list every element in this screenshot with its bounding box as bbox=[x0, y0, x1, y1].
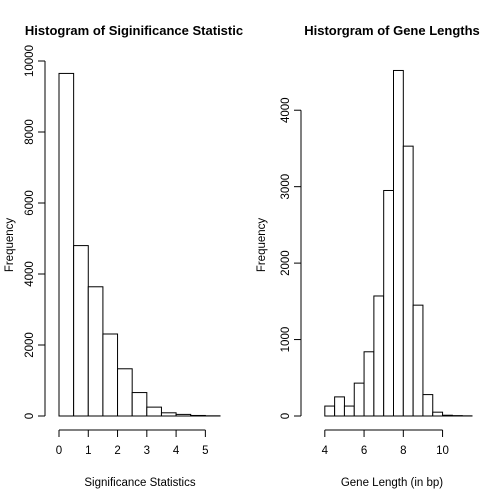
histogram-bar bbox=[146, 406, 162, 417]
y-tick-label: 4000 bbox=[280, 97, 292, 123]
x-tick-label: 3 bbox=[144, 445, 150, 457]
x-tick-label: 1 bbox=[85, 445, 91, 457]
x-tick-label: 4 bbox=[173, 445, 180, 457]
bars bbox=[324, 69, 473, 417]
y-tick-label: 0 bbox=[24, 413, 36, 419]
y-tick-label: 8000 bbox=[24, 119, 36, 145]
histogram-bar bbox=[175, 413, 192, 417]
y-tick-label: 0 bbox=[280, 413, 292, 419]
histogram-bar bbox=[190, 414, 206, 417]
histogram-bar bbox=[432, 411, 444, 417]
histogram-bar bbox=[87, 286, 104, 417]
x-axis: 4 6 8 10 bbox=[322, 429, 449, 457]
histogram-bar bbox=[58, 72, 75, 417]
histogram-bar bbox=[412, 304, 424, 417]
histogram-bar bbox=[117, 368, 133, 417]
y-axis: 0 1000 2000 3000 4000 bbox=[280, 97, 302, 419]
histogram-bar bbox=[102, 333, 119, 417]
histogram-bar bbox=[343, 405, 355, 417]
histogram-bar bbox=[160, 412, 177, 417]
x-tick-label: 6 bbox=[361, 445, 367, 457]
histogram-bar bbox=[324, 405, 336, 417]
y-tick-label: 10000 bbox=[24, 45, 36, 77]
histogram-bar bbox=[422, 394, 434, 417]
y-axis: 0 2000 4000 6000 8000 10000 bbox=[24, 45, 46, 419]
x-axis-label: Significance Statistics bbox=[84, 477, 195, 489]
x-tick-label: 5 bbox=[202, 445, 208, 457]
x-tick-label: 8 bbox=[400, 445, 406, 457]
bars bbox=[58, 72, 221, 417]
x-tick-label: 0 bbox=[56, 445, 62, 457]
histogram-bar bbox=[373, 295, 385, 417]
x-tick-label: 2 bbox=[114, 445, 120, 457]
x-axis: 0 1 2 3 4 5 bbox=[56, 429, 209, 457]
y-tick-label: 6000 bbox=[24, 190, 36, 216]
histogram-bar bbox=[442, 414, 453, 417]
histogram-bar bbox=[402, 145, 414, 417]
x-tick-label: 10 bbox=[436, 445, 449, 457]
x-tick-label: 4 bbox=[322, 445, 329, 457]
histogram-bar bbox=[334, 396, 345, 417]
x-axis-label: Gene Length (in bp) bbox=[341, 477, 443, 489]
panel-gene-length-histogram: Historgram of Gene Lengths Gene Length (… bbox=[256, 23, 480, 489]
histogram-bar bbox=[73, 245, 89, 417]
y-axis-label: Frequency bbox=[4, 218, 16, 273]
y-tick-label: 2000 bbox=[280, 250, 292, 276]
y-tick-label: 3000 bbox=[280, 174, 292, 200]
chart-title: Histogram of Siginificance Statistic bbox=[25, 23, 243, 38]
histogram-bar bbox=[393, 69, 404, 417]
panel-significance-histogram: Histogram of Siginificance Statistic Sig… bbox=[4, 23, 243, 489]
histogram-bar bbox=[363, 351, 375, 417]
y-tick-label: 2000 bbox=[24, 332, 36, 358]
histogram-bar bbox=[353, 382, 365, 417]
chart-title: Historgram of Gene Lengths bbox=[304, 23, 480, 38]
histogram-bar bbox=[383, 189, 394, 417]
y-tick-label: 1000 bbox=[280, 327, 292, 353]
histogram-bar bbox=[131, 392, 148, 417]
y-tick-label: 4000 bbox=[24, 261, 36, 287]
y-axis-label: Frequency bbox=[256, 218, 268, 273]
